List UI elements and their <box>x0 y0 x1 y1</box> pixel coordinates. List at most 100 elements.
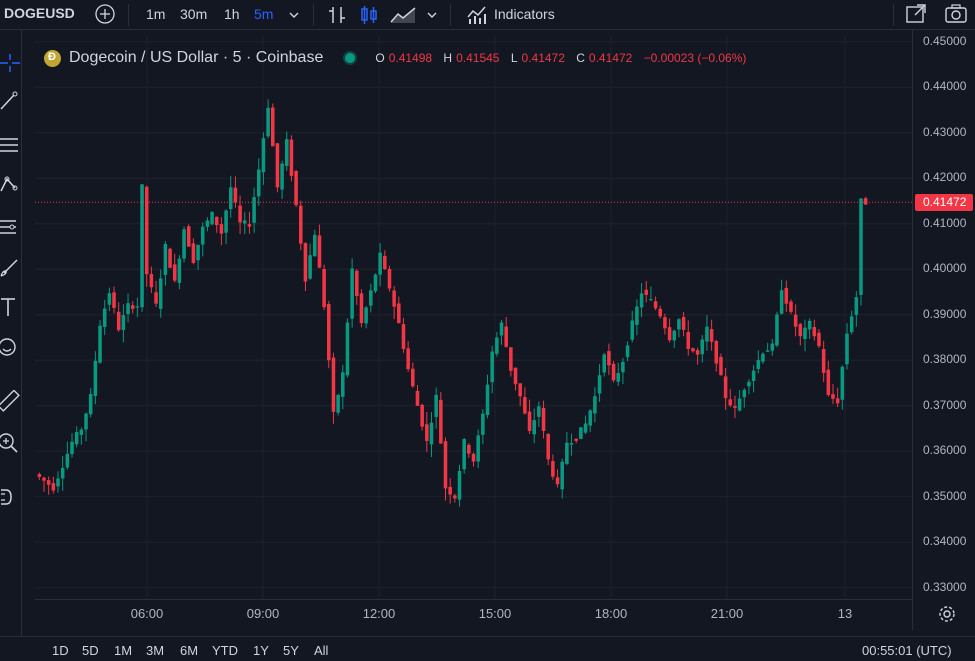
candle-body <box>723 376 728 399</box>
candle-body <box>98 325 102 363</box>
legend-title[interactable]: Dogecoin / US Dollar · 5 · Coinbase <box>69 49 324 66</box>
price-tick-label: 0.35000 <box>923 488 967 503</box>
range-1y[interactable]: 1Y <box>253 643 269 658</box>
settings-gear-icon[interactable] <box>937 604 957 624</box>
candle-body <box>60 467 65 479</box>
current-price-badge: 0.41472 <box>915 194 973 212</box>
candle-body <box>51 483 56 491</box>
area-chart-icon[interactable] <box>389 4 417 26</box>
candle-body <box>784 287 789 304</box>
bars-chart-icon[interactable] <box>326 4 348 26</box>
candle-body <box>621 361 625 373</box>
candle-body <box>649 299 653 301</box>
top-toolbar: DOGEUSD 1m 30m 1h 5m Indicators <box>0 0 975 30</box>
indicators-icon[interactable] <box>465 3 489 27</box>
candle-body <box>453 495 457 499</box>
chevron-down-icon[interactable] <box>287 8 301 22</box>
candle-body <box>411 368 415 387</box>
candle-body <box>803 327 807 339</box>
indicators-button[interactable]: Indicators <box>494 6 555 22</box>
interval-5m[interactable]: 5m <box>254 6 274 22</box>
candle-body <box>779 290 784 314</box>
interval-30m[interactable]: 30m <box>180 6 208 22</box>
candle-body <box>303 243 308 282</box>
candle-body <box>635 306 639 325</box>
time-tick-label: 13 <box>837 606 853 621</box>
ruler-icon[interactable] <box>0 390 20 412</box>
candle-body <box>527 411 532 431</box>
candle-body <box>126 303 130 315</box>
price-chart[interactable] <box>35 35 912 599</box>
brush-icon[interactable] <box>0 256 20 278</box>
range-ytd[interactable]: YTD <box>212 643 238 658</box>
candle-body <box>420 404 424 427</box>
candle-body <box>373 274 378 292</box>
candle-body <box>831 394 835 399</box>
market-status-icon[interactable] <box>345 53 356 63</box>
candle-body <box>359 293 364 324</box>
symbol-search[interactable]: DOGEUSD <box>4 5 75 21</box>
compare-add-icon[interactable] <box>94 3 116 25</box>
time-axis[interactable]: 06:00 09:00 12:00 15:00 18:00 21:00 13 <box>35 599 912 625</box>
price-tick-label: 0.42000 <box>923 170 967 185</box>
range-1d[interactable]: 1D <box>52 643 69 658</box>
candle-body <box>574 438 578 441</box>
candle-body <box>597 375 602 394</box>
candle-body <box>228 187 233 210</box>
candle-body <box>835 398 840 404</box>
bottom-toolbar: 1D 5D 1M 3M 6M YTD 1Y 5Y All 00:55:01 (U… <box>0 636 975 661</box>
candle-body <box>826 369 831 395</box>
price-tick-label: 0.44000 <box>923 79 967 94</box>
range-5y[interactable]: 5Y <box>283 643 299 658</box>
interval-1h[interactable]: 1h <box>224 6 240 22</box>
candle-body <box>765 350 770 352</box>
interval-1m[interactable]: 1m <box>146 6 166 22</box>
candle-body <box>378 252 382 275</box>
price-tick-label: 0.38000 <box>923 352 967 367</box>
candle-body <box>443 441 448 489</box>
chevron-down-icon[interactable] <box>425 8 439 22</box>
prediction-icon[interactable] <box>0 216 20 238</box>
patterns-icon[interactable] <box>0 174 20 196</box>
candle-body <box>238 205 242 223</box>
candle-body <box>849 316 854 333</box>
fullscreen-icon[interactable] <box>905 3 927 25</box>
range-3m[interactable]: 3M <box>146 643 165 658</box>
candle-body <box>182 229 186 259</box>
candles-chart-icon[interactable] <box>358 4 380 26</box>
text-icon[interactable] <box>0 296 20 318</box>
candle-body <box>467 444 471 454</box>
candle-body <box>219 224 224 234</box>
price-axis[interactable]: 0.41472 0.45000 0.44000 0.43000 0.42000 0.41… <box>912 30 975 630</box>
candle-body <box>583 423 588 433</box>
candles <box>37 99 868 507</box>
utc-clock[interactable]: 00:55:01 (UTC) <box>862 643 952 658</box>
candle-body <box>56 478 60 487</box>
emoji-icon[interactable] <box>0 336 20 358</box>
price-tick-label: 0.41000 <box>923 215 967 230</box>
range-6m[interactable]: 6M <box>180 643 199 658</box>
crosshair-icon[interactable] <box>0 52 20 74</box>
candle-body <box>854 297 859 315</box>
candle-body <box>88 393 93 415</box>
candle-body <box>485 384 490 416</box>
candle-body <box>317 235 322 268</box>
candle-body <box>42 477 46 481</box>
candle-body <box>336 394 340 413</box>
range-all[interactable]: All <box>314 643 329 658</box>
fib-retracement-icon[interactable] <box>0 134 20 156</box>
candle-body <box>770 343 775 351</box>
candle-body <box>709 329 714 342</box>
candle-body <box>191 243 196 263</box>
dogecoin-logo-icon <box>44 49 61 67</box>
camera-icon[interactable] <box>944 3 968 25</box>
candle-body <box>495 337 499 354</box>
trend-line-icon[interactable] <box>0 90 20 112</box>
candle-body <box>168 248 172 268</box>
magnet-icon[interactable] <box>0 486 20 508</box>
range-1m[interactable]: 1M <box>114 643 133 658</box>
candle-body <box>644 289 649 295</box>
zoom-in-icon[interactable] <box>0 432 20 454</box>
candle-body <box>728 399 733 406</box>
range-5d[interactable]: 5D <box>82 643 99 658</box>
